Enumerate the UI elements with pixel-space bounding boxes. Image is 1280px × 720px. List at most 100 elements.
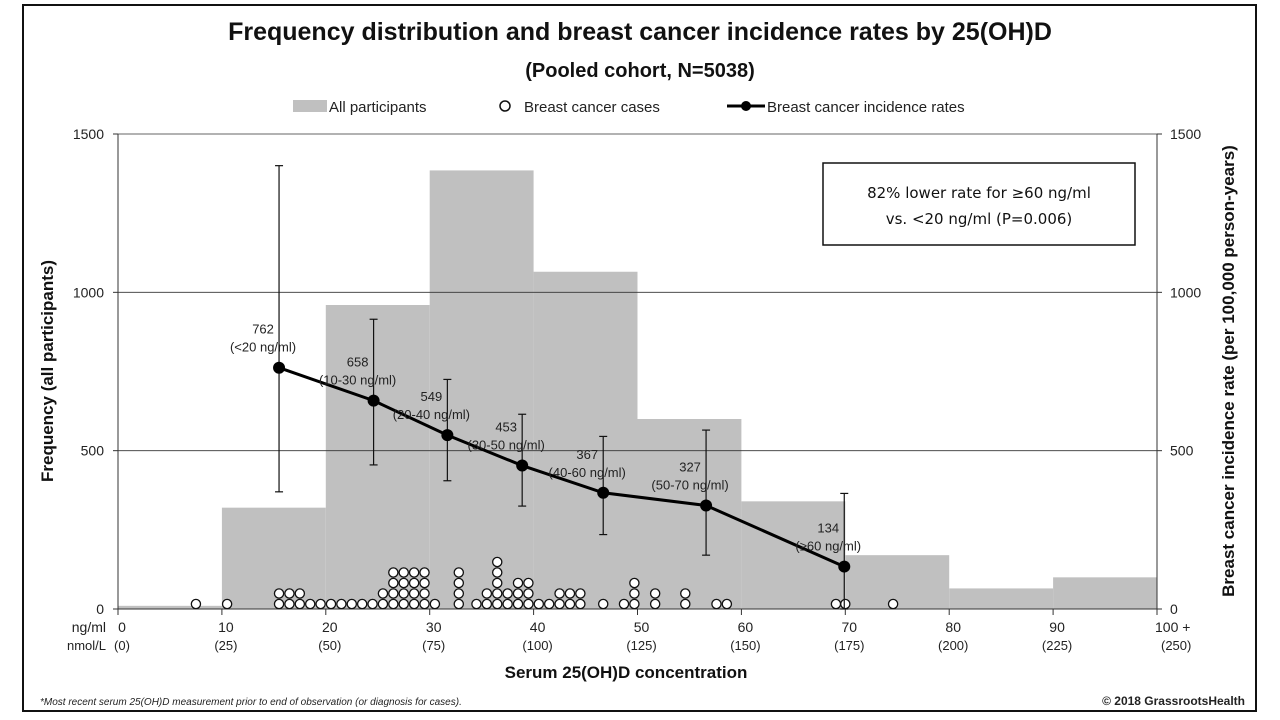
x-tick-nmol-90: (225) (1042, 638, 1072, 653)
case-marker-2-1 (273, 588, 285, 599)
case-marker-18-1 (453, 588, 465, 599)
case-marker-13-0 (388, 598, 399, 610)
case-marker-15-1 (408, 588, 420, 599)
case-marker-8-0 (336, 598, 347, 610)
rate-range-label-5: (50-70 ng/ml) (651, 477, 728, 492)
rate-range-label-6: (≥60 ng/ml) (795, 539, 861, 554)
case-marker-15-3 (408, 567, 420, 578)
case-marker-21-0 (491, 598, 503, 610)
case-marker-4-1 (294, 588, 306, 599)
case-marker-12-1 (377, 588, 389, 599)
x-tick-ng-20: 20 (322, 619, 338, 635)
case-marker-2-0 (273, 598, 285, 610)
case-marker-26-0 (543, 598, 555, 610)
case-marker-16-0 (419, 598, 430, 610)
case-marker-23-0 (512, 598, 524, 610)
histogram-bar-6 (741, 501, 846, 609)
x-tick-ng-100: 100 + (1155, 619, 1190, 635)
case-marker-39-0 (887, 598, 899, 610)
case-marker-21-4 (491, 556, 503, 568)
case-marker-31-0 (618, 598, 630, 610)
case-marker-29-0 (575, 598, 586, 610)
gridlines (118, 133, 1157, 452)
case-marker-15-2 (408, 577, 420, 589)
case-marker-22-1 (502, 588, 513, 599)
case-marker-6-0 (315, 598, 326, 610)
incidence-point-1 (367, 394, 380, 407)
x-tick-nmol-0: (0) (114, 638, 130, 653)
rate-range-label-3: (30-50 ng/ml) (468, 438, 545, 453)
case-marker-20-1 (481, 588, 493, 599)
incidence-point-6 (838, 560, 851, 573)
legend-bar-swatch (293, 100, 327, 112)
legend-circle-marker (499, 100, 511, 112)
histogram-bar-7 (845, 555, 950, 609)
rate-range-label-4: (40-60 ng/ml) (549, 465, 626, 480)
case-marker-38-0 (840, 598, 851, 610)
case-marker-14-0 (398, 598, 409, 610)
x-unit-label-ng: ng/ml (72, 619, 106, 635)
case-marker-11-0 (367, 598, 378, 610)
y-tick-left-1500: 1500 (73, 126, 104, 142)
case-marker-14-1 (398, 588, 409, 599)
rate-value-label-3: 453 (495, 420, 517, 435)
case-marker-35-0 (711, 598, 722, 610)
histogram-bar-2 (325, 305, 430, 609)
case-marker-21-3 (491, 567, 503, 578)
rate-value-label-2: 549 (421, 389, 443, 404)
x-tick-ng-60: 60 (738, 619, 754, 635)
y-tick-left-500: 500 (81, 443, 105, 459)
legend-line-dot (741, 101, 751, 111)
case-marker-15-0 (408, 598, 420, 610)
case-marker-5-0 (304, 598, 316, 610)
x-tick-nmol-20: (50) (318, 638, 341, 653)
x-axis-title: Serum 25(OH)D concentration (505, 663, 748, 682)
x-tick-nmol-30: (75) (422, 638, 445, 653)
case-marker-19-0 (471, 598, 482, 610)
legend: All participants Breast cancer cases Bre… (293, 99, 965, 116)
case-marker-28-1 (564, 588, 576, 599)
case-marker-0-0 (190, 598, 202, 610)
case-marker-18-2 (453, 577, 465, 589)
x-unit-label-nmol: nmol/L (67, 638, 106, 653)
case-marker-23-2 (512, 577, 524, 589)
case-marker-33-0 (649, 598, 661, 610)
footnote: *Most recent serum 25(OH)D measurement p… (40, 697, 462, 708)
x-tick-ng-40: 40 (530, 619, 546, 635)
legend-label-cases: Breast cancer cases (524, 99, 660, 116)
histogram-bar-4 (533, 271, 638, 609)
case-marker-16-2 (419, 577, 430, 589)
case-marker-23-1 (512, 588, 524, 599)
case-marker-18-0 (453, 598, 465, 610)
x-tick-nmol-80: (200) (938, 638, 968, 653)
x-tick-ng-0: 0 (118, 619, 126, 635)
case-marker-7-0 (325, 598, 337, 610)
case-marker-21-2 (491, 577, 503, 589)
histogram-bar-1 (221, 507, 326, 609)
case-marker-1-0 (221, 598, 233, 610)
incidence-point-4 (597, 486, 610, 499)
y-tick-right-500: 500 (1170, 443, 1194, 459)
histogram-bar-0 (118, 605, 222, 609)
case-marker-3-0 (284, 598, 295, 610)
x-tick-ng-50: 50 (634, 619, 650, 635)
case-marker-4-0 (294, 598, 306, 610)
case-marker-30-0 (597, 598, 609, 610)
case-marker-29-1 (575, 588, 586, 599)
y-tick-left-0: 0 (96, 601, 104, 617)
annotation-line-2: vs. <20 ng/ml (P=0.006) (886, 210, 1073, 228)
case-marker-34-1 (680, 588, 691, 599)
case-marker-14-3 (398, 567, 409, 578)
y-axis-right-title: Breast cancer incidence rate (per 100,00… (1219, 145, 1238, 597)
rate-value-label-1: 658 (347, 355, 369, 370)
x-tick-ng-90: 90 (1049, 619, 1065, 635)
case-marker-13-2 (388, 577, 399, 589)
case-marker-3-1 (284, 588, 295, 599)
case-marker-34-0 (680, 598, 691, 610)
annotation-box: 82% lower rate for ≥60 ng/ml vs. <20 ng/… (822, 162, 1136, 246)
x-tick-nmol-100: (250) (1161, 638, 1191, 653)
y-axis-left-title: Frequency (all participants) (38, 260, 57, 482)
chart-title: Frequency distribution and breast cancer… (228, 18, 1052, 46)
case-marker-37-0 (830, 598, 842, 610)
case-marker-24-0 (523, 598, 534, 610)
